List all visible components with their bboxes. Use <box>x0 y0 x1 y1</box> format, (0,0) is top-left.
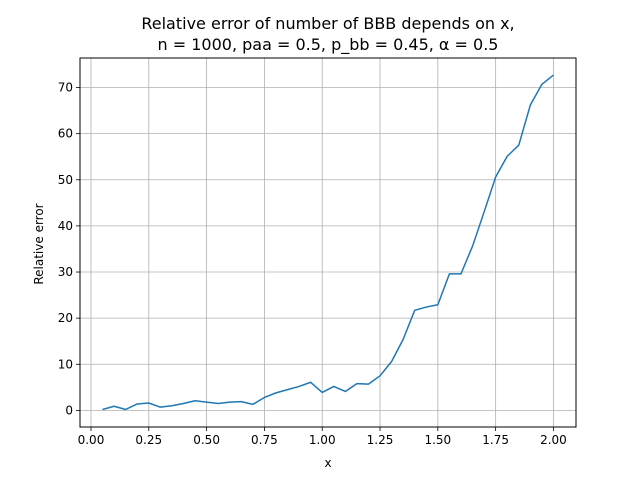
y-tick-label: 40 <box>58 219 73 233</box>
axes-frame <box>79 57 577 428</box>
x-tick-label: 1.00 <box>309 433 336 447</box>
x-axis: 0.00 0.25 0.50 0.75 1.00 1.25 1.50 1.75 2.00 <box>78 427 567 447</box>
x-tick-label: 2.00 <box>540 433 567 447</box>
x-tick-label: 0.25 <box>135 433 162 447</box>
y-tick-label: 0 <box>65 403 73 417</box>
x-tick-label: 0.75 <box>251 433 278 447</box>
x-tick-label: 0.00 <box>78 433 105 447</box>
y-tick-label: 50 <box>58 173 73 187</box>
y-tick-label: 10 <box>58 357 73 371</box>
x-tick-label: 1.25 <box>367 433 394 447</box>
y-tick-label: 20 <box>58 311 73 325</box>
x-tick-label: 0.50 <box>193 433 220 447</box>
y-axis: 0 10 20 30 40 50 60 70 <box>58 81 80 417</box>
grid <box>80 58 576 427</box>
series-line <box>102 74 554 411</box>
y-tick-label: 30 <box>58 265 73 279</box>
y-tick-label: 60 <box>58 127 73 141</box>
chart-title-line-2: n = 1000, paa = 0.5, p_bb = 0.45, α = 0.… <box>158 35 499 55</box>
x-axis-label: x <box>324 456 331 470</box>
chart-title-line-1: Relative error of number of BBB depends … <box>141 14 514 33</box>
y-tick-label: 70 <box>58 81 73 95</box>
x-tick-label: 1.50 <box>424 433 451 447</box>
y-axis-label: Relative error <box>32 203 46 284</box>
plot-area <box>102 74 554 411</box>
x-tick-label: 1.75 <box>482 433 509 447</box>
